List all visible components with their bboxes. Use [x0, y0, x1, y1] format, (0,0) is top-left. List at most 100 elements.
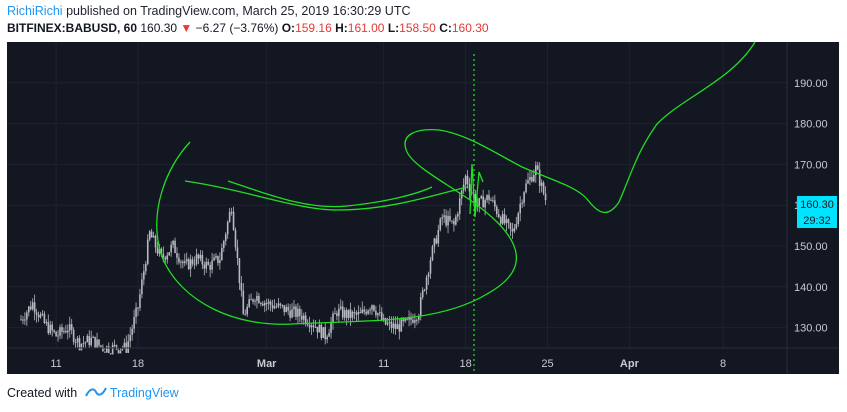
x-tick-label: 11 [50, 358, 61, 370]
open-value: 159.16 [295, 21, 332, 35]
x-tick-label: 25 [541, 358, 553, 370]
candle-body [453, 220, 455, 225]
candle-body [137, 307, 139, 309]
candle-body [107, 346, 110, 354]
price-chart[interactable]: 130.00140.00150.00160.00170.00180.00190.… [7, 41, 839, 374]
candle-body [281, 304, 284, 306]
candle-body [221, 247, 223, 261]
x-tick-label: 18 [132, 358, 144, 370]
candle-body [377, 313, 379, 316]
low-label: L: [387, 21, 400, 35]
candle-body [396, 324, 399, 329]
candle-body [146, 239, 149, 265]
candle-body [28, 306, 30, 313]
candle-body [414, 320, 416, 323]
candle-body [121, 348, 124, 351]
candle-body [277, 303, 280, 307]
candle-body [338, 308, 340, 317]
candle-body [314, 326, 317, 328]
time-axis[interactable]: 11 18 Mar 11 18 25 Apr 8 [7, 347, 839, 370]
candle-body [170, 244, 172, 253]
x-tick-label: 11 [378, 358, 389, 370]
candle-body [398, 324, 401, 332]
candle-body [131, 328, 133, 335]
candle-body [466, 175, 469, 185]
low-value: 158.50 [399, 21, 436, 35]
candle-body [106, 346, 108, 353]
candle-body [244, 314, 247, 316]
candle-body [515, 224, 518, 229]
countdown-badge [797, 211, 837, 228]
candle-body [152, 235, 155, 238]
plot-background [7, 42, 839, 374]
candle-body [523, 192, 525, 203]
candle-body [195, 254, 198, 265]
candle-body [304, 315, 307, 324]
candle-body [265, 302, 268, 304]
candle-body [217, 255, 219, 263]
candle-body [341, 306, 344, 318]
candle-body [82, 343, 85, 345]
x-tick-label: Mar [257, 358, 277, 370]
candle-body [478, 198, 481, 206]
candle-body [273, 306, 276, 309]
candle-body [219, 260, 221, 263]
candle-body [184, 261, 186, 264]
candle-body [33, 302, 36, 313]
candle-body [31, 302, 34, 310]
candle-body [306, 323, 309, 325]
candle-body [141, 279, 143, 295]
candle-body [267, 301, 270, 304]
candle-body [104, 351, 106, 353]
candle-body [326, 336, 328, 340]
candle-body [455, 216, 457, 225]
candle-body [536, 165, 539, 170]
candle-body [380, 312, 383, 321]
candle-body [129, 334, 131, 342]
tradingview-brand[interactable]: TradingView [109, 386, 179, 400]
candle-body [531, 177, 533, 182]
candle-body [301, 315, 303, 320]
x-tick-label: 8 [720, 358, 726, 370]
candle-body [262, 303, 264, 306]
close-value: 160.30 [451, 21, 489, 35]
candle-body [260, 303, 262, 305]
candle-body [439, 218, 442, 231]
candle-body [351, 311, 354, 318]
candle-body [386, 323, 389, 325]
candle-body [367, 310, 369, 314]
close-label: C: [439, 21, 452, 35]
candle-body [482, 196, 484, 208]
candle-body [517, 213, 520, 225]
candle-body [501, 214, 504, 224]
candle-body [295, 306, 297, 317]
drawing-large-curve [156, 41, 756, 325]
high-value: 161.00 [347, 21, 385, 35]
candle-body [283, 305, 286, 313]
candle-body [174, 240, 176, 254]
candle-body [289, 310, 291, 318]
candle-body [322, 327, 325, 338]
chart-area[interactable]: 130.00140.00150.00160.00170.00180.00190.… [7, 41, 839, 374]
candle-body [45, 321, 48, 323]
candle-body [224, 234, 227, 242]
candle-body [533, 175, 535, 182]
candle-body [29, 306, 32, 310]
candle-body [320, 324, 323, 338]
candle-body [345, 310, 348, 318]
author-name[interactable]: RichiRichi [7, 4, 63, 18]
y-tick-label: 150.00 [794, 241, 828, 253]
candle-body [509, 222, 512, 229]
tradingview-logo-icon [84, 386, 107, 401]
candle-body [390, 321, 393, 329]
candle-body [521, 202, 523, 204]
candle-body [279, 303, 282, 305]
candle-body [228, 211, 231, 222]
candle-body [76, 338, 79, 343]
symbol-label: BITFINEX:BABUSD, 60 [7, 21, 138, 35]
candle-body [412, 319, 414, 323]
candle-body [109, 353, 112, 355]
candle-body [429, 260, 432, 274]
candle-body [135, 307, 137, 318]
candle-body [332, 313, 334, 323]
